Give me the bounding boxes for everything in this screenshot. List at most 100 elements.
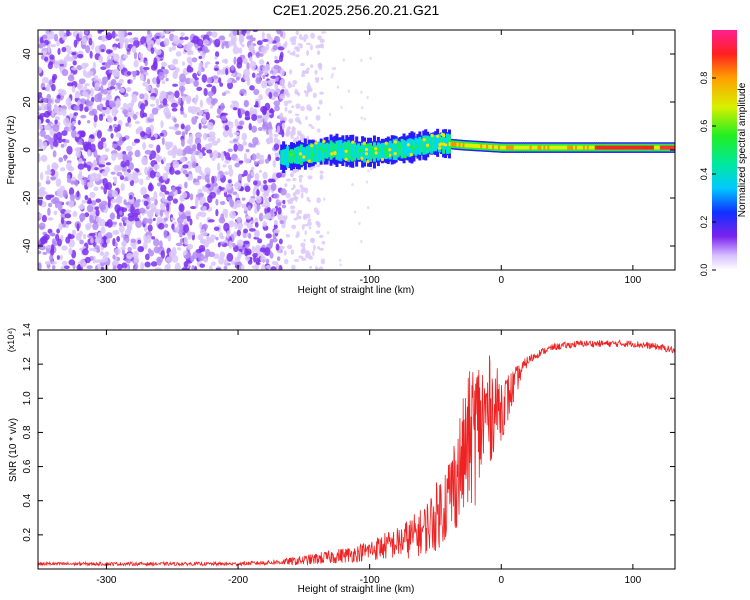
- noise-cell: [295, 116, 301, 123]
- noise-cell: [100, 226, 106, 234]
- noise-cell: [180, 138, 185, 147]
- signal-speck: [298, 152, 303, 156]
- signal-band-core: [649, 145, 653, 150]
- noise-cell: [239, 34, 244, 38]
- noise-cell: [181, 81, 186, 86]
- noise-cell: [57, 48, 61, 55]
- noise-cell: [321, 31, 326, 34]
- noise-cell: [142, 93, 149, 102]
- noise-cell: [289, 205, 296, 210]
- noise-cell: [84, 30, 89, 35]
- noise-cell: [51, 238, 56, 246]
- noise-cell: [76, 222, 80, 232]
- signal-band-core: [624, 145, 628, 150]
- noise-cell: [298, 175, 304, 178]
- signal-band-core: [651, 145, 655, 150]
- noise-cell: [290, 134, 294, 139]
- noise-cell: [237, 239, 244, 247]
- noise-cell: [292, 79, 298, 85]
- noise-cell: [123, 202, 131, 206]
- noise-cell: [236, 217, 241, 223]
- snr-x-tick-label: 100: [625, 575, 642, 586]
- noise-cell: [281, 122, 286, 130]
- signal-band-core: [671, 145, 675, 150]
- noise-cell: [163, 217, 168, 222]
- signal-speck: [425, 143, 430, 147]
- noise-cell: [97, 140, 104, 150]
- noise-cell: [98, 55, 104, 63]
- noise-cell: [104, 148, 110, 153]
- noise-cell: [219, 232, 224, 239]
- signal-band-core: [553, 145, 557, 150]
- noise-cell: [77, 163, 85, 170]
- noise-cell: [133, 255, 139, 264]
- signal-speck: [385, 153, 390, 157]
- signal-band-inner: [355, 144, 359, 159]
- signal-band-core: [606, 145, 610, 150]
- noise-cell: [331, 72, 334, 77]
- noise-cell: [249, 85, 255, 91]
- signal-band-core: [582, 145, 586, 150]
- noise-cell: [76, 190, 80, 198]
- noise-cell: [221, 43, 225, 50]
- noise-cell: [142, 217, 149, 225]
- spectrogram-y-tick-label: -40: [22, 238, 33, 253]
- noise-cell: [87, 197, 92, 204]
- noise-cell: [270, 75, 277, 79]
- noise-cell: [211, 175, 215, 184]
- noise-cell: [102, 254, 108, 263]
- noise-cell: [264, 247, 271, 257]
- noise-cell: [66, 82, 74, 87]
- noise-cell: [140, 36, 147, 45]
- noise-cell: [232, 107, 238, 111]
- signal-band-core: [490, 145, 494, 149]
- noise-cell: [113, 68, 120, 78]
- signal-band-core: [559, 145, 563, 150]
- colorbar-tick-label: 0.0: [699, 264, 709, 277]
- noise-cell: [303, 223, 309, 227]
- noise-cell: [112, 254, 116, 260]
- noise-cell: [164, 190, 170, 195]
- signal-band-inner: [384, 142, 388, 160]
- noise-cell: [64, 139, 70, 144]
- noise-cell: [191, 57, 198, 63]
- snr-y-ticks: 0.2 0.4 0.6 0.8 1.0 1.2 1.4: [22, 323, 675, 542]
- noise-cell: [71, 51, 77, 56]
- noise-cell: [215, 198, 219, 206]
- noise-cell: [143, 241, 148, 250]
- signal-speck: [310, 144, 314, 148]
- noise-cell: [316, 164, 321, 168]
- signal-band-inner: [370, 145, 374, 159]
- noise-cell: [263, 201, 270, 209]
- noise-cell: [43, 134, 51, 140]
- noise-cell: [182, 169, 188, 175]
- noise-cell: [228, 240, 233, 249]
- colorbar: 0.0 0.2 0.4 0.6 0.8 Normalized spectral ampl…: [699, 30, 748, 276]
- signal-speck: [374, 151, 378, 155]
- signal-band-inner: [309, 143, 313, 164]
- noise-cell: [204, 167, 211, 176]
- noise-cell: [289, 69, 292, 75]
- noise-cell: [271, 237, 278, 243]
- noise-cell: [82, 233, 87, 240]
- noise-cell: [177, 216, 184, 224]
- signal-speck: [374, 147, 378, 151]
- signal-band-core: [507, 145, 511, 150]
- noise-cell: [274, 219, 278, 226]
- noise-cell: [75, 133, 80, 138]
- noise-cell: [45, 194, 52, 201]
- noise-cell: [177, 39, 184, 44]
- noise-cell: [141, 156, 148, 166]
- noise-cell: [225, 67, 229, 76]
- noise-cell: [165, 111, 172, 120]
- signal-band-inner: [434, 134, 438, 152]
- noise-cell: [165, 30, 170, 35]
- noise-cell: [116, 97, 121, 106]
- noise-cell: [363, 117, 366, 121]
- noise-cell: [161, 137, 165, 146]
- signal-speck: [360, 156, 364, 160]
- noise-cell: [351, 182, 354, 187]
- noise-cell: [61, 260, 68, 266]
- noise-cell: [315, 265, 318, 270]
- signal-speck: [322, 139, 326, 143]
